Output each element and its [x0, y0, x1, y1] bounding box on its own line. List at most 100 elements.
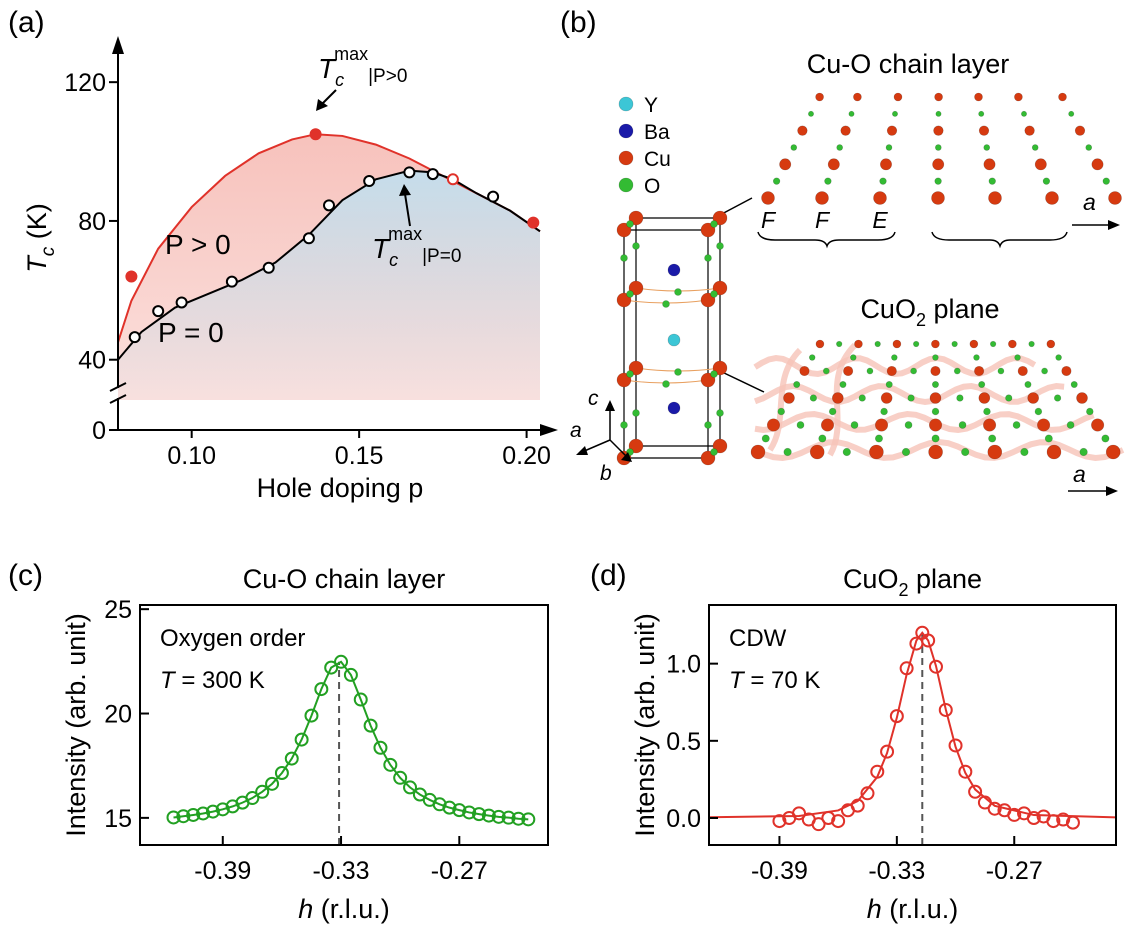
- o-atom: [1035, 408, 1042, 415]
- o-atom: [867, 368, 873, 374]
- cu-atom: [887, 366, 897, 376]
- o-atom: [840, 381, 846, 387]
- cu-atom: [1025, 126, 1035, 136]
- cu-atom: [1047, 340, 1055, 348]
- point: [153, 306, 163, 316]
- axis-label: c: [588, 387, 599, 410]
- o-atom: [825, 178, 832, 185]
- chart-title-part: 2: [898, 580, 908, 600]
- cu-atom: [933, 159, 944, 170]
- o-atom: [913, 341, 919, 347]
- page: (a) (b) (c) (d) P > 0P = 0040801200.100.…: [0, 0, 1127, 939]
- cu-atom: [979, 126, 989, 136]
- x-tick-label: -0.33: [313, 857, 370, 885]
- o-atom: [778, 408, 785, 415]
- o-atom: [829, 408, 836, 415]
- point: [488, 192, 498, 202]
- o-atom: [836, 341, 842, 347]
- cu-atom: [810, 445, 824, 459]
- o-atom: [627, 371, 634, 378]
- chart-title-part: plane: [908, 564, 982, 594]
- cu-atom: [751, 445, 765, 459]
- annotation: Tcmax|P>0: [318, 44, 407, 90]
- o-atom: [990, 341, 996, 347]
- o-atom: [851, 421, 858, 428]
- legend-marker: [619, 151, 633, 165]
- o-atom: [711, 371, 718, 378]
- o-atom: [932, 435, 939, 442]
- cu-atom: [1035, 159, 1046, 170]
- chain-label: F: [815, 207, 831, 233]
- o-atom: [1029, 341, 1035, 347]
- cu-atom: [1059, 93, 1067, 101]
- panel-label: (d): [590, 559, 627, 592]
- x-tick-label: 0.15: [335, 442, 384, 470]
- o-atom: [932, 355, 938, 361]
- y-tick-label: 0: [92, 417, 106, 445]
- x-tick-label: -0.27: [431, 857, 488, 885]
- o-atom: [881, 408, 888, 415]
- o-atom: [843, 448, 851, 456]
- o-atom: [935, 145, 941, 151]
- y-tick-label: 80: [78, 208, 106, 236]
- o-atom: [1067, 421, 1074, 428]
- x-tick-label: 0.20: [502, 442, 551, 470]
- brace: [758, 232, 895, 246]
- cu-atom: [832, 393, 843, 404]
- cu-atom: [1077, 393, 1088, 404]
- arrow-head: [1108, 220, 1120, 230]
- point: [311, 129, 321, 139]
- cu-atom: [841, 126, 851, 136]
- o-atom: [663, 381, 670, 388]
- o-atom: [791, 145, 797, 151]
- cu-atom: [783, 393, 794, 404]
- o-atom: [711, 291, 718, 298]
- axis-label: a: [1073, 461, 1086, 487]
- o-atom: [1021, 448, 1029, 456]
- cu-atom: [854, 340, 862, 348]
- o-atom: [935, 178, 942, 185]
- cu-atom: [1106, 445, 1120, 459]
- cu-atom: [1018, 366, 1027, 376]
- o-atom: [932, 408, 939, 415]
- cu-atom: [887, 126, 897, 136]
- o-atom: [675, 369, 682, 376]
- point: [177, 297, 187, 307]
- note-part: = 300 K: [175, 667, 265, 694]
- y-axis-title-part: (K): [22, 203, 52, 247]
- annotation-part: |P=0: [422, 246, 461, 267]
- o-atom: [1032, 145, 1038, 151]
- cu-atom: [875, 419, 888, 432]
- ba-atom: [668, 402, 680, 414]
- cu-atom: [929, 445, 943, 459]
- cu-atom: [881, 393, 892, 404]
- o-atom: [908, 395, 915, 402]
- point: [528, 218, 538, 228]
- cu-atom: [843, 366, 853, 376]
- o-atom: [954, 368, 960, 374]
- annotation-part: c: [389, 250, 398, 270]
- y-tick-label: 0.5: [666, 728, 701, 756]
- o-atom: [705, 422, 712, 429]
- o-atom: [717, 410, 724, 417]
- o-atom: [717, 243, 724, 250]
- o-atom: [984, 145, 990, 151]
- o-atom: [880, 178, 887, 185]
- y-tick-label: 40: [78, 347, 106, 375]
- series-label: P = 0: [158, 317, 224, 348]
- cu-atom: [1037, 419, 1050, 432]
- o-atom: [891, 355, 897, 361]
- axis-label: a: [1083, 189, 1096, 215]
- cu-atom: [1092, 159, 1103, 170]
- o-atom: [1086, 408, 1093, 415]
- o-atom: [974, 355, 980, 361]
- cu-atom: [880, 159, 891, 170]
- axis-label: b: [600, 462, 612, 485]
- cu-atom: [975, 93, 983, 101]
- cu-atom: [934, 126, 944, 136]
- note: Oxygen order: [160, 625, 305, 652]
- point: [126, 271, 136, 281]
- o-atom: [1103, 178, 1110, 185]
- o-atom: [1042, 368, 1048, 374]
- o-atom: [1080, 448, 1088, 456]
